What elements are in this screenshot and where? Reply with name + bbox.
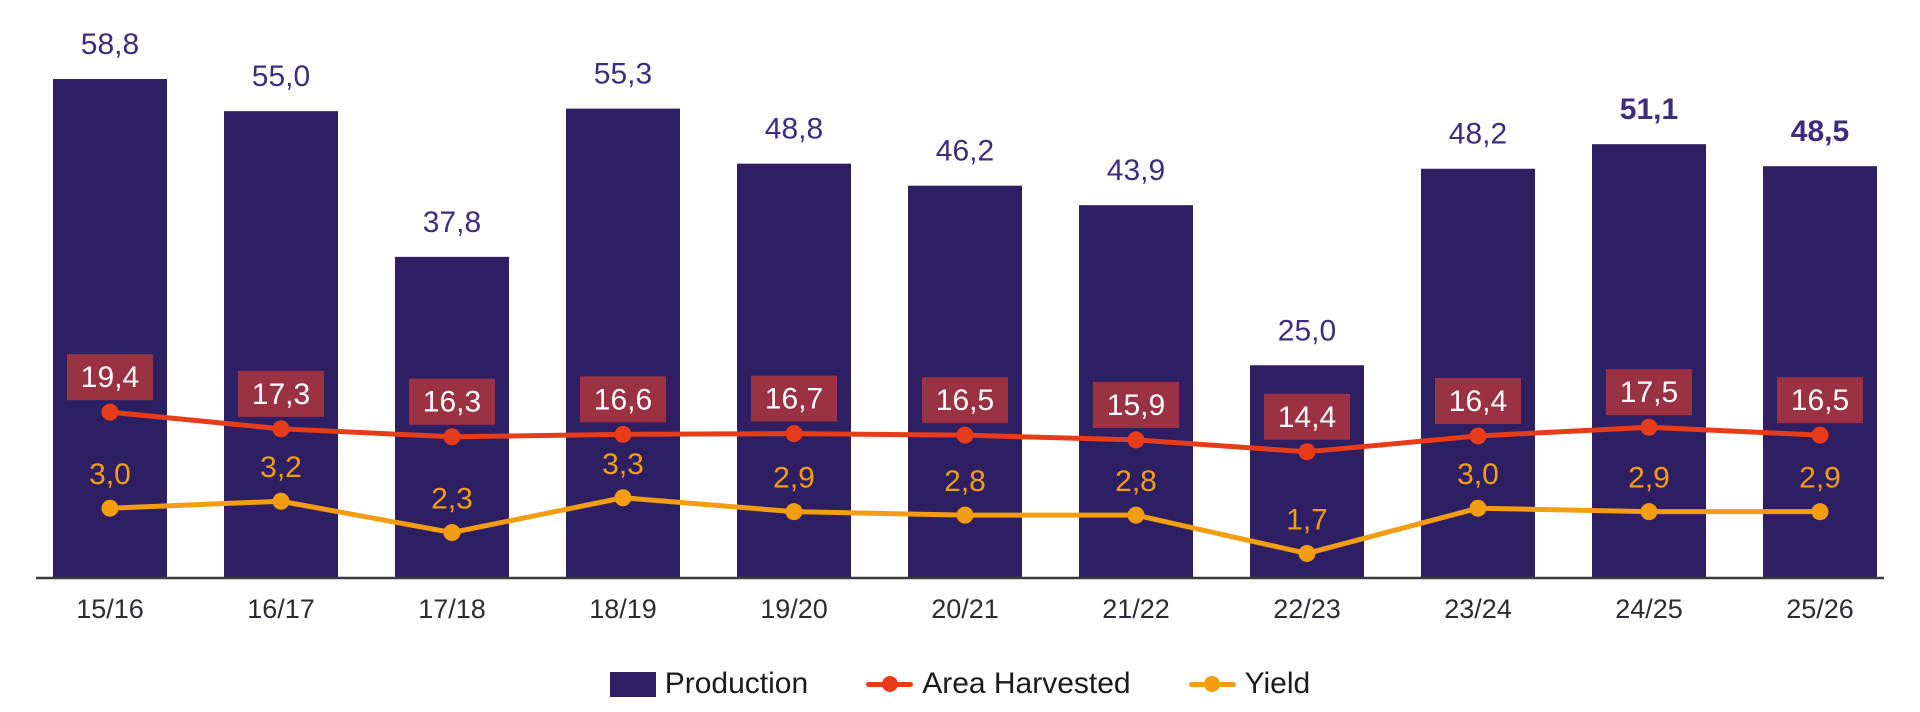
area-harvested-line-icon bbox=[866, 676, 914, 692]
yield-value-label: 2,9 bbox=[1628, 462, 1670, 495]
x-axis-label: 17/18 bbox=[418, 594, 486, 624]
area-harvested-label-box bbox=[751, 375, 837, 422]
area-harvested-label-box bbox=[1435, 377, 1521, 424]
area-harvested-value-label: 16,4 bbox=[1449, 385, 1507, 418]
yield-point bbox=[1127, 506, 1145, 524]
yield-line-icon bbox=[1188, 676, 1236, 692]
yield-value-label: 2,8 bbox=[1115, 465, 1157, 498]
yield-value-label: 3,0 bbox=[1457, 458, 1499, 491]
x-axis-label: 25/26 bbox=[1786, 594, 1854, 624]
yield-point bbox=[614, 489, 632, 507]
area-harvested-point bbox=[1811, 426, 1829, 444]
legend-label-production: Production bbox=[664, 667, 809, 700]
area-harvested-value-label: 14,4 bbox=[1278, 401, 1336, 434]
area-harvested-point bbox=[1469, 427, 1487, 445]
production-swatch-icon bbox=[609, 671, 656, 697]
yield-value-label: 2,9 bbox=[773, 462, 815, 495]
area-harvested-point bbox=[272, 420, 290, 438]
x-axis-label: 21/22 bbox=[1102, 594, 1170, 624]
yield-dot-icon bbox=[1204, 676, 1221, 692]
production-value-label: 55,0 bbox=[252, 60, 310, 93]
area-harvested-point bbox=[956, 426, 974, 444]
area-harvested-point bbox=[101, 403, 119, 421]
area-harvested-value-label: 19,4 bbox=[81, 361, 139, 394]
area-harvested-point bbox=[1298, 443, 1316, 461]
yield-value-label: 2,3 bbox=[431, 483, 473, 516]
area-harvested-value-label: 16,3 bbox=[423, 386, 481, 419]
yield-point bbox=[1469, 499, 1487, 517]
area-harvested-value-label: 17,5 bbox=[1620, 376, 1678, 409]
area-harvested-point bbox=[443, 428, 461, 446]
area-harvested-label-box bbox=[1777, 377, 1863, 424]
area-harvested-value-label: 16,7 bbox=[765, 383, 823, 416]
area-harvested-point bbox=[614, 425, 632, 443]
yield-value-label: 3,0 bbox=[89, 458, 131, 491]
area-harvested-label-box bbox=[1264, 393, 1350, 440]
yield-value-label: 1,7 bbox=[1286, 503, 1328, 536]
yield-value-label: 2,8 bbox=[944, 465, 986, 498]
yield-point bbox=[1811, 503, 1829, 521]
yield-point bbox=[1298, 544, 1316, 562]
area-harvested-value-label: 16,6 bbox=[594, 383, 652, 416]
x-axis-label: 16/17 bbox=[247, 594, 315, 624]
area-harvested-label-box bbox=[67, 354, 153, 401]
yield-point bbox=[956, 506, 974, 524]
legend-item-production: Production bbox=[609, 667, 809, 701]
legend-label-yield: Yield bbox=[1244, 667, 1311, 700]
production-value-label: 37,8 bbox=[423, 206, 481, 239]
production-value-label: 55,3 bbox=[594, 58, 652, 91]
legend-item-area-harvested: Area Harvested bbox=[866, 667, 1131, 701]
production-value-label: 48,2 bbox=[1449, 118, 1507, 151]
legend-item-yield: Yield bbox=[1188, 667, 1311, 701]
production-value-label: 43,9 bbox=[1107, 154, 1165, 187]
yield-point bbox=[101, 499, 119, 517]
area-harvested-label-box bbox=[409, 378, 495, 425]
x-axis-label: 20/21 bbox=[931, 594, 999, 624]
area-harvested-value-label: 16,5 bbox=[1791, 384, 1849, 417]
x-axis-label: 18/19 bbox=[589, 594, 657, 624]
yield-point bbox=[272, 492, 290, 510]
production-value-label: 48,5 bbox=[1791, 115, 1849, 148]
x-axis-label: 15/16 bbox=[76, 594, 144, 624]
legend-label-area-harvested: Area Harvested bbox=[922, 667, 1131, 700]
production-value-label: 25,0 bbox=[1278, 314, 1336, 347]
area-harvested-point bbox=[1127, 431, 1145, 449]
production-value-label: 51,1 bbox=[1620, 93, 1678, 126]
area-harvested-label-box bbox=[238, 370, 324, 417]
area-harvested-value-label: 17,3 bbox=[252, 378, 310, 411]
area-harvested-label-box bbox=[922, 377, 1008, 424]
yield-point bbox=[1640, 503, 1658, 521]
area-harvested-label-box bbox=[580, 376, 666, 423]
area-harvested-point bbox=[785, 425, 803, 443]
area-harvested-dot-icon bbox=[881, 676, 898, 692]
chart-legend: Production Area Harvested Yield bbox=[0, 660, 1920, 708]
area-harvested-label-box bbox=[1093, 381, 1179, 428]
area-harvested-point bbox=[1640, 418, 1658, 436]
production-bar bbox=[53, 78, 167, 578]
x-axis-label: 19/20 bbox=[760, 594, 828, 624]
x-axis-label: 23/24 bbox=[1444, 594, 1512, 624]
x-axis-label: 24/25 bbox=[1615, 594, 1683, 624]
yield-value-label: 3,3 bbox=[602, 448, 644, 481]
x-axis-label: 22/23 bbox=[1273, 594, 1341, 624]
yield-point bbox=[785, 503, 803, 521]
area-harvested-label-box bbox=[1606, 369, 1692, 416]
production-value-label: 46,2 bbox=[936, 135, 994, 168]
area-harvested-value-label: 15,9 bbox=[1107, 389, 1165, 422]
production-value-label: 48,8 bbox=[765, 113, 823, 146]
yield-value-label: 2,9 bbox=[1799, 462, 1841, 495]
production-value-label: 58,8 bbox=[81, 28, 139, 61]
yield-point bbox=[443, 524, 461, 542]
yield-value-label: 3,2 bbox=[260, 451, 302, 484]
area-harvested-value-label: 16,5 bbox=[936, 384, 994, 417]
